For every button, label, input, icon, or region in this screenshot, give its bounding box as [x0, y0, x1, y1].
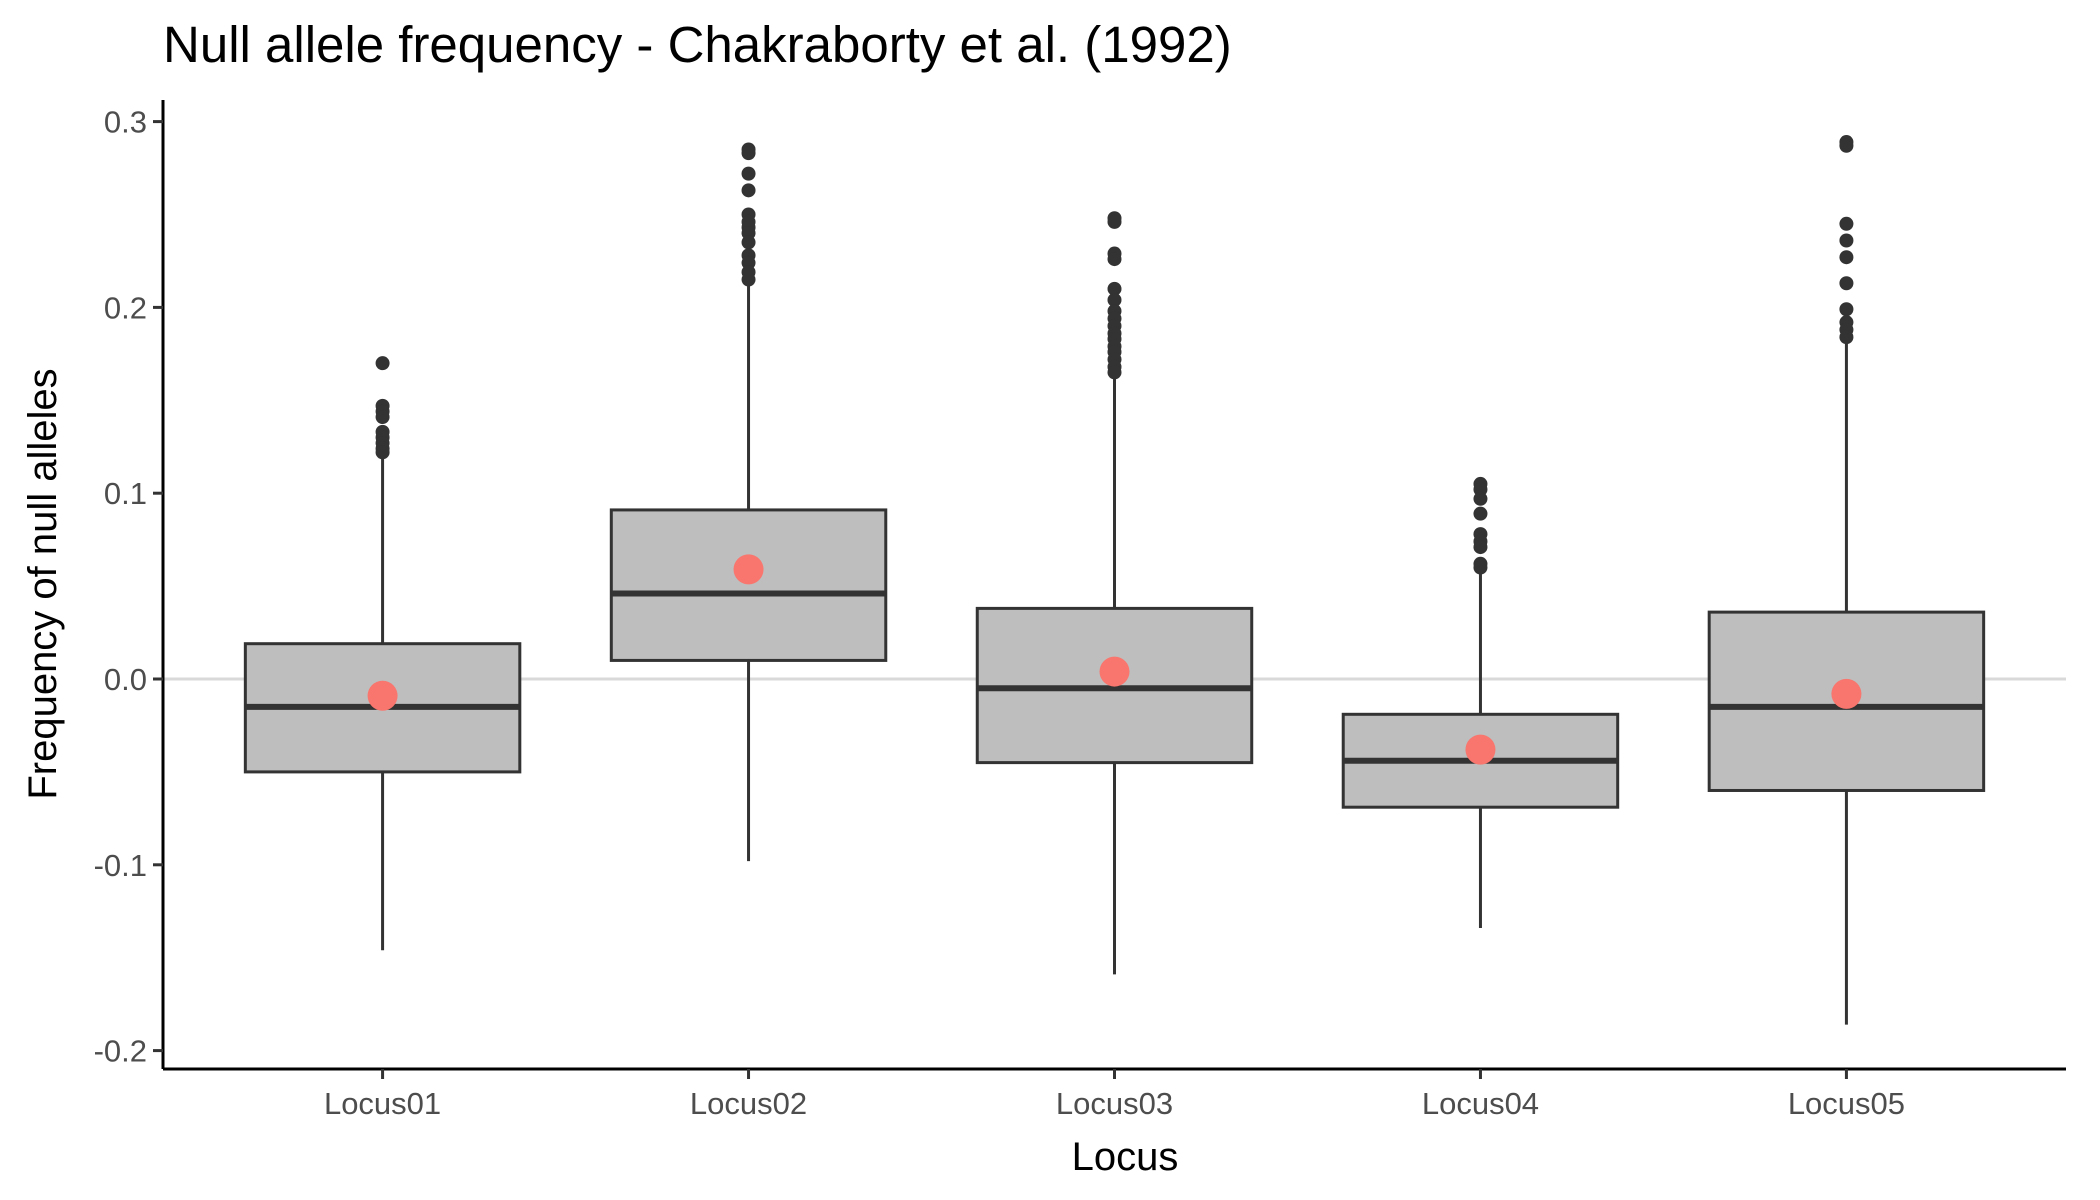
- mean-point: [1465, 734, 1496, 765]
- outlier-point: [1107, 252, 1122, 267]
- y-tick-label: 0.2: [104, 290, 147, 325]
- chart-title: Null allele frequency - Chakraborty et a…: [163, 16, 1232, 73]
- outlier-point: [1473, 506, 1488, 521]
- outlier-point: [741, 272, 756, 287]
- x-tick-label: Locus02: [690, 1086, 807, 1121]
- outlier-point: [1839, 330, 1854, 345]
- x-axis-title: Locus: [1072, 1135, 1179, 1179]
- x-tick-label: Locus03: [1056, 1086, 1173, 1121]
- y-tick-label: 0.0: [104, 662, 147, 697]
- boxplot-locus04: [1341, 476, 1620, 928]
- mean-point: [1831, 678, 1862, 709]
- outlier-point: [1107, 365, 1122, 380]
- boxplot-locus05: [1707, 135, 1986, 1025]
- x-tick-label: Locus04: [1422, 1086, 1539, 1121]
- boxplot-locus02: [609, 142, 888, 862]
- y-tick-label: 0.3: [104, 105, 147, 140]
- outlier-point: [375, 410, 390, 425]
- outlier-point: [1107, 214, 1122, 229]
- outlier-point: [1839, 138, 1854, 153]
- outlier-point: [1107, 281, 1122, 296]
- x-tick-label: Locus01: [324, 1086, 441, 1121]
- outlier-point: [375, 445, 390, 460]
- mean-point: [367, 680, 398, 711]
- outlier-point: [1839, 302, 1854, 317]
- boxplot-locus03: [975, 211, 1254, 975]
- mean-point: [1099, 656, 1130, 687]
- y-tick-label: -0.1: [94, 848, 147, 883]
- outlier-point: [741, 235, 756, 250]
- outlier-point: [741, 166, 756, 181]
- y-axis-ticks: -0.2 -0.1 0.0 0.1 0.2 0.3: [94, 105, 163, 1069]
- outlier-point: [1839, 250, 1854, 265]
- outlier-point: [1839, 216, 1854, 231]
- outlier-point: [1473, 560, 1488, 575]
- x-axis-ticks: Locus01 Locus02 Locus03 Locus04 Locus05: [324, 1069, 1905, 1121]
- interquartile-box: [609, 508, 888, 662]
- plot-area: [163, 135, 2066, 1025]
- y-tick-label: -0.2: [94, 1034, 147, 1069]
- outlier-point: [741, 183, 756, 198]
- outlier-point: [375, 356, 390, 371]
- y-axis-title: Frequency of null alleles: [21, 368, 65, 799]
- outlier-point: [1107, 292, 1122, 307]
- y-tick-label: 0.1: [104, 476, 147, 511]
- boxplot-locus01: [243, 356, 522, 951]
- x-tick-label: Locus05: [1788, 1086, 1905, 1121]
- outlier-point: [1473, 491, 1488, 506]
- outlier-point: [741, 146, 756, 161]
- outlier-point: [1839, 233, 1854, 248]
- outlier-point: [1839, 276, 1854, 291]
- mean-point: [733, 554, 764, 585]
- outlier-point: [1473, 540, 1488, 555]
